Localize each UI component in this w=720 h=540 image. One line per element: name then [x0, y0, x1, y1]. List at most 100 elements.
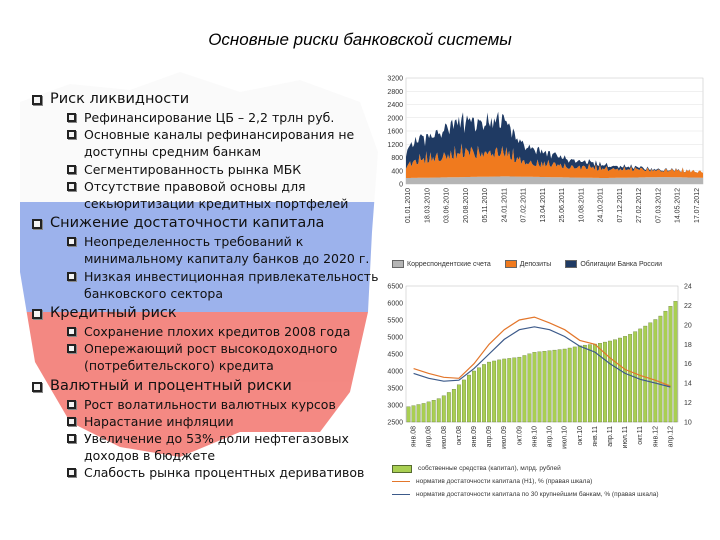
capital-chart-legend: собственные средства (капитал), млрд. ру…: [392, 462, 712, 501]
slide-title: Основные риски банковской системы: [208, 30, 512, 49]
bar: [648, 322, 653, 423]
series-area: [406, 143, 703, 178]
bar: [598, 343, 602, 423]
risk-item-label: Рост волатильности валютных курсов: [84, 396, 336, 412]
y-tick-label: 1600: [387, 129, 403, 136]
bar: [658, 315, 663, 423]
bar: [663, 310, 668, 423]
square-bullet-icon: [67, 130, 76, 140]
bar: [406, 406, 411, 423]
bar: [416, 404, 421, 423]
series-line: [413, 316, 671, 387]
bar: [582, 344, 587, 423]
legend-label: норматив достаточности капитала по 30 кр…: [416, 491, 659, 498]
risk-item-label: Сохранение плохих кредитов 2008 года: [84, 324, 351, 340]
square-bullet-icon: [32, 219, 42, 230]
y-tick-label: 5000: [387, 335, 403, 342]
legend-swatch: [565, 260, 578, 268]
bar: [587, 344, 592, 423]
x-tick-label: 18.03.2010: [424, 188, 431, 223]
bar: [512, 357, 517, 423]
x-tick-label: 01.01.2010: [405, 188, 412, 223]
y-tick-label: 2500: [387, 420, 403, 427]
legend-label: норматив достаточности капитала (Н1), % …: [416, 478, 593, 485]
bar: [527, 353, 532, 423]
risk-item: Низкая инвестиционная привлекательность …: [67, 268, 392, 302]
x-tick-label: янв.12: [652, 426, 659, 447]
risk-item: Увеличение до 53% доли нефтегазовых дохо…: [67, 430, 392, 464]
y-tick-label: 3000: [387, 403, 403, 410]
risk-item: Рефинансирование ЦБ – 2,2 трлн руб.: [67, 109, 392, 126]
bar: [411, 405, 416, 423]
bar: [592, 343, 597, 423]
risk-item-label: Сегментированность рынка МБК: [84, 161, 302, 177]
liquidity-chart: 3200 2800 2400 2000 1600 1200 800 400 001.01.201…: [387, 76, 704, 223]
bar: [507, 358, 512, 423]
series-area: [406, 111, 703, 173]
bar: [522, 355, 527, 423]
x-tick-label: июл.11: [622, 426, 629, 448]
risk-item: Рост волатильности валютных курсов: [67, 396, 392, 413]
square-bullet-icon: [67, 344, 76, 354]
legend-item: норматив достаточности капитала (Н1), % …: [392, 475, 712, 488]
legend-item: норматив достаточности капитала по 30 кр…: [392, 488, 712, 501]
liquidity-chart-legend: Корреспондентские счета Депозиты Облигации…: [392, 260, 702, 268]
bar: [673, 301, 678, 423]
x-tick-label: апр.11: [607, 426, 614, 447]
x-tick-label: окт.11: [637, 426, 644, 445]
x-tick-label: 07.02.2011: [521, 188, 528, 223]
y-tick-label: 3200: [387, 76, 403, 83]
legend-item: собственные средства (капитал), млрд. ру…: [392, 462, 712, 475]
x-tick-label: окт.10: [577, 426, 584, 445]
bar: [643, 325, 648, 423]
risk-item: Нарастание инфляции: [67, 413, 392, 430]
y2-tick-label: 20: [684, 322, 692, 329]
square-bullet-icon: [32, 309, 42, 320]
x-tick-label: 20.08.2010: [463, 188, 470, 223]
bar: [441, 395, 446, 423]
y-tick-label: 2400: [387, 102, 403, 109]
x-tick-label: апр.12: [667, 426, 674, 447]
square-bullet-icon: [67, 164, 76, 174]
risk-section-label: Риск ликвидности: [50, 91, 190, 107]
y-tick-label: 0: [399, 182, 403, 189]
risk-item-label: Увеличение до 53% доли нефтегазовых дохо…: [84, 431, 349, 464]
square-bullet-icon: [67, 468, 76, 478]
risk-item-label: Низкая инвестиционная привлекательность …: [84, 268, 379, 301]
x-tick-label: 24.01.2011: [501, 188, 508, 223]
square-bullet-icon: [67, 399, 76, 409]
legend-swatch: [392, 494, 410, 495]
legend-label: Корреспондентские счета: [407, 260, 491, 268]
risk-item-label: Основные каналы рефинансирования не дост…: [84, 127, 355, 160]
legend-item: Облигации Банка России: [565, 260, 662, 268]
russia-flag-map: [20, 72, 378, 457]
risk-item-label: Отсутствие правовой основы для секьюрити…: [84, 178, 349, 212]
bar: [472, 370, 476, 423]
x-tick-label: апр.08: [426, 426, 433, 447]
bar: [451, 389, 456, 423]
bar: [462, 379, 466, 423]
y-tick-label: 3500: [387, 386, 403, 393]
y-tick-label: 5500: [387, 318, 403, 325]
y-tick-label: 6500: [387, 284, 403, 291]
square-bullet-icon: [67, 271, 76, 281]
bar: [467, 374, 471, 423]
y2-tick-label: 12: [684, 400, 692, 407]
risk-item-label: Опережающий рост высокодоходного (потреб…: [84, 341, 338, 374]
legend-swatch: [392, 481, 410, 482]
x-tick-label: янв.11: [592, 426, 599, 447]
y2-tick-label: 10: [684, 420, 692, 427]
y2-tick-label: 16: [684, 361, 692, 368]
plot-area: [405, 285, 679, 423]
x-tick-label: 07.12.2011: [617, 188, 624, 223]
bar: [577, 345, 582, 423]
x-tick-label: апр.10: [547, 426, 554, 447]
bar: [532, 352, 537, 423]
bar: [497, 359, 502, 423]
y2-tick-label: 24: [684, 284, 692, 291]
bar: [618, 337, 622, 423]
x-tick-label: 17.07.2012: [694, 188, 701, 223]
x-tick-label: 25.06.2011: [559, 188, 566, 223]
bar: [572, 346, 577, 423]
risk-section-label: Снижение достаточности капитала: [50, 215, 325, 232]
